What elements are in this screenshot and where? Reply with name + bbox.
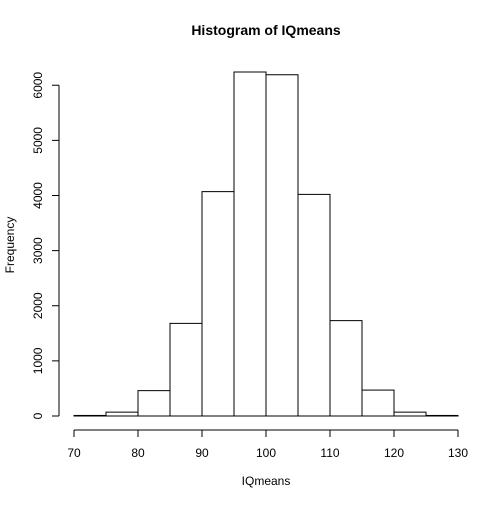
y-tick-label: 1000 xyxy=(31,347,45,374)
x-tick-label: 90 xyxy=(195,446,209,460)
y-axis-title: Frequency xyxy=(3,217,17,274)
y-tick-label: 0 xyxy=(31,412,45,419)
y-tick-label: 6000 xyxy=(31,72,45,99)
x-tick-label: 80 xyxy=(131,446,145,460)
x-tick-label: 130 xyxy=(448,446,468,460)
x-axis-title: IQmeans xyxy=(242,474,291,488)
histogram-bar xyxy=(265,74,299,417)
chart-title: Histogram of IQmeans xyxy=(191,22,341,38)
x-axis: 70 80 90 100 110 120 130 xyxy=(67,429,468,460)
histogram-bar xyxy=(105,411,139,417)
histogram-bar xyxy=(297,193,331,417)
y-axis: 0 1000 2000 3000 4000 5000 6000 xyxy=(31,72,60,419)
histogram-bar xyxy=(233,71,267,417)
y-tick-label: 2000 xyxy=(31,292,45,319)
histogram-bar xyxy=(393,411,427,417)
histogram-bar xyxy=(361,389,395,417)
x-tick-label: 100 xyxy=(256,446,276,460)
y-tick-label: 3000 xyxy=(31,237,45,264)
histogram-bars xyxy=(73,71,459,417)
histogram-bar xyxy=(425,414,459,417)
x-tick-label: 70 xyxy=(67,446,81,460)
y-tick-label: 5000 xyxy=(31,127,45,154)
histogram-bar xyxy=(73,414,107,417)
histogram-bar xyxy=(169,322,203,417)
histogram-bar xyxy=(329,320,363,417)
y-tick-label: 4000 xyxy=(31,182,45,209)
x-tick-label: 110 xyxy=(320,446,339,460)
histogram-bar xyxy=(137,390,171,417)
histogram-bar xyxy=(201,191,235,417)
x-tick-label: 120 xyxy=(384,446,404,460)
